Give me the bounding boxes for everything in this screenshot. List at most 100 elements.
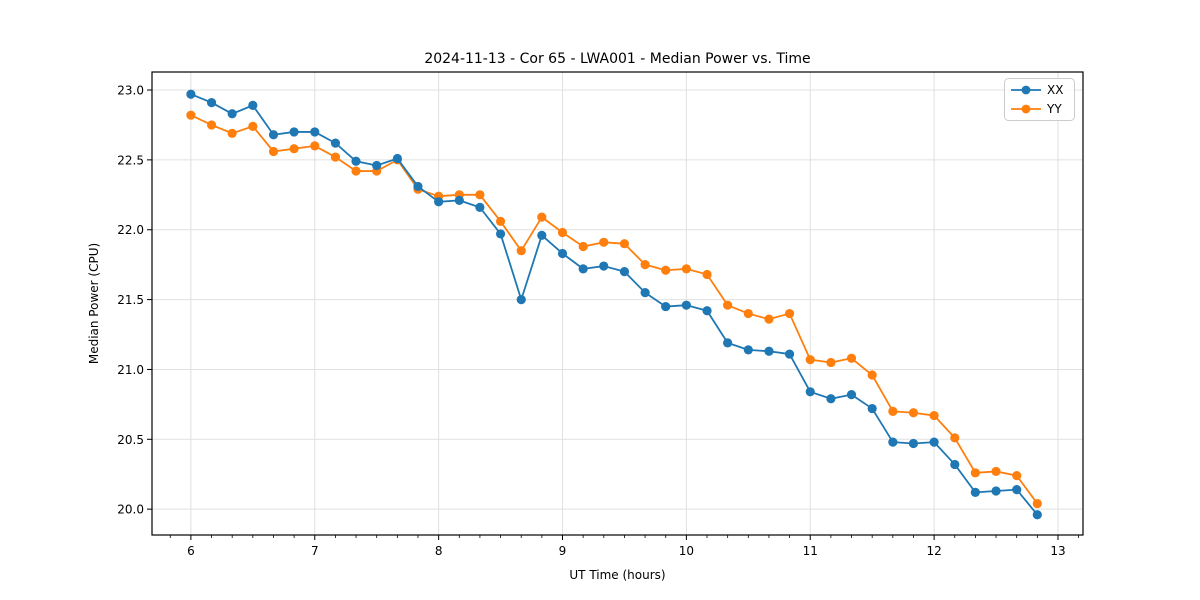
data-point-yy bbox=[702, 269, 712, 280]
data-point-xx bbox=[888, 437, 898, 447]
data-point-xx bbox=[227, 109, 237, 119]
data-point-yy bbox=[578, 241, 588, 252]
data-point-yy bbox=[619, 239, 630, 249]
y-tick-label: 20.0 bbox=[117, 503, 144, 517]
data-point-xx bbox=[908, 438, 919, 449]
data-point-xx bbox=[846, 389, 857, 400]
data-point-xx bbox=[723, 338, 733, 348]
series-layer bbox=[186, 89, 1042, 520]
data-point-xx bbox=[702, 306, 712, 316]
y-tick-label: 21.0 bbox=[117, 363, 144, 377]
data-point-yy bbox=[723, 300, 733, 310]
data-point-xx bbox=[454, 195, 464, 205]
legend-swatch-dot-yy bbox=[1021, 104, 1031, 114]
data-point-xx bbox=[413, 181, 423, 192]
x-tick-label: 9 bbox=[559, 544, 567, 558]
data-point-yy bbox=[970, 468, 980, 478]
data-point-xx bbox=[495, 229, 506, 239]
tick-label-layer: 6 7 8 9 10 11 12 13 20.0 20.5 21.0 21.5 22.0 22.5 23.0 bbox=[117, 84, 1065, 558]
data-point-yy bbox=[599, 237, 609, 247]
data-point-xx bbox=[826, 394, 836, 404]
data-point-yy bbox=[867, 370, 877, 380]
data-point-xx bbox=[991, 486, 1001, 496]
data-point-yy bbox=[330, 152, 341, 162]
legend-swatch-dot-xx bbox=[1021, 85, 1031, 95]
legend-box bbox=[1004, 78, 1075, 121]
x-tick-label: 12 bbox=[926, 544, 941, 558]
data-point-yy bbox=[537, 212, 547, 222]
y-axis-label: Median Power (CPU) bbox=[87, 243, 101, 364]
data-point-xx bbox=[392, 153, 402, 164]
data-point-xx bbox=[248, 100, 258, 110]
y-tick-label: 23.0 bbox=[117, 84, 144, 98]
data-point-xx bbox=[681, 300, 691, 310]
y-tick-label: 22.5 bbox=[117, 153, 144, 167]
data-point-yy bbox=[227, 128, 237, 138]
data-point-yy bbox=[516, 246, 526, 256]
data-point-yy bbox=[743, 308, 753, 319]
legend-label-yy: YY bbox=[1046, 102, 1062, 116]
data-point-yy bbox=[805, 355, 815, 365]
data-point-yy bbox=[289, 144, 299, 154]
data-point-xx bbox=[578, 264, 588, 274]
series-line-xx bbox=[190, 93, 1038, 516]
x-tick-label: 6 bbox=[187, 544, 195, 558]
legend-item-yy: YY bbox=[1011, 102, 1062, 116]
data-point-xx bbox=[970, 487, 980, 497]
data-point-yy bbox=[1032, 498, 1042, 509]
data-point-yy bbox=[826, 357, 836, 368]
data-point-xx bbox=[1032, 510, 1042, 520]
data-point-xx bbox=[372, 160, 382, 171]
x-tick-label: 10 bbox=[679, 544, 694, 558]
data-point-yy bbox=[495, 216, 506, 226]
data-point-xx bbox=[434, 197, 444, 207]
data-point-yy bbox=[991, 466, 1001, 477]
data-point-yy bbox=[186, 110, 196, 120]
data-point-xx bbox=[268, 130, 279, 140]
legend: XX YY bbox=[1004, 78, 1075, 121]
data-point-yy bbox=[950, 433, 960, 443]
data-point-yy bbox=[681, 264, 691, 274]
y-tick-label: 20.5 bbox=[117, 433, 144, 447]
data-point-xx bbox=[537, 230, 547, 240]
data-point-xx bbox=[661, 301, 671, 312]
data-point-xx bbox=[1012, 484, 1022, 495]
data-point-xx bbox=[929, 437, 939, 447]
data-point-xx bbox=[351, 156, 361, 166]
chart-title: 2024-11-13 - Cor 65 - LWA001 - Median Po… bbox=[424, 51, 810, 67]
data-point-xx bbox=[206, 97, 217, 108]
data-point-yy bbox=[640, 260, 650, 270]
data-point-xx bbox=[310, 127, 320, 137]
legend-label-xx: XX bbox=[1047, 83, 1063, 97]
data-point-xx bbox=[557, 248, 568, 259]
data-point-xx bbox=[186, 89, 196, 99]
plot-border bbox=[151, 71, 1084, 536]
data-point-xx bbox=[950, 459, 960, 470]
data-point-yy bbox=[784, 308, 795, 319]
data-point-yy bbox=[351, 166, 361, 176]
data-point-yy bbox=[1012, 471, 1022, 481]
x-tick-label: 13 bbox=[1050, 544, 1065, 558]
data-point-yy bbox=[929, 410, 939, 421]
data-point-xx bbox=[330, 138, 341, 148]
data-point-xx bbox=[764, 346, 774, 356]
legend-item-xx: XX bbox=[1011, 83, 1063, 97]
data-point-yy bbox=[846, 353, 857, 363]
y-tick-label: 22.0 bbox=[117, 223, 144, 237]
grid-layer bbox=[152, 72, 1083, 535]
tick-layer bbox=[147, 89, 1080, 540]
x-axis-label: UT Time (hours) bbox=[569, 568, 665, 582]
data-point-xx bbox=[599, 261, 609, 271]
data-point-yy bbox=[557, 227, 568, 238]
x-tick-label: 7 bbox=[311, 544, 319, 558]
data-point-yy bbox=[661, 265, 671, 275]
data-point-yy bbox=[310, 141, 320, 151]
data-point-xx bbox=[516, 294, 526, 305]
data-point-xx bbox=[289, 127, 299, 137]
y-tick-label: 21.5 bbox=[117, 293, 144, 307]
data-point-xx bbox=[475, 202, 485, 212]
data-point-xx bbox=[867, 403, 877, 414]
data-point-yy bbox=[475, 190, 485, 200]
